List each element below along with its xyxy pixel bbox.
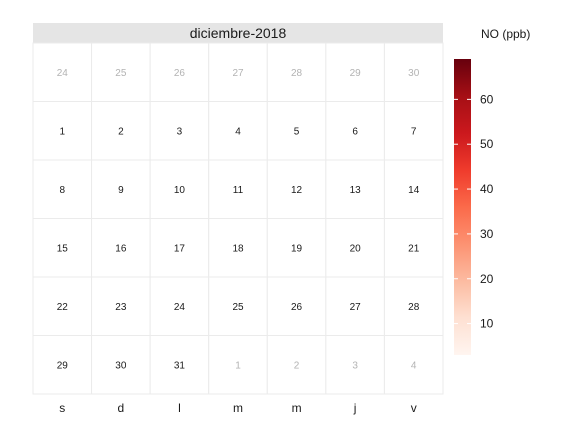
day-number: 1 [60, 126, 66, 137]
day-number: 18 [232, 243, 244, 254]
day-cell [383, 159, 444, 219]
day-cell [266, 42, 327, 102]
legend-tick-label: 20 [480, 272, 494, 286]
weekday-label: j [353, 401, 357, 415]
day-number: 31 [174, 360, 186, 371]
day-cell [325, 101, 385, 161]
day-number: 4 [411, 360, 417, 371]
day-cell [325, 42, 385, 102]
day-number: 19 [291, 243, 303, 254]
day-number: 9 [118, 185, 124, 196]
day-number: 8 [60, 185, 66, 196]
day-number: 3 [352, 360, 358, 371]
day-cell [266, 101, 327, 161]
day-cell [383, 42, 444, 102]
day-number: 7 [411, 126, 417, 137]
day-number: 4 [235, 126, 241, 137]
day-cell [266, 276, 327, 336]
day-cell [91, 101, 151, 161]
day-number: 29 [57, 360, 69, 371]
day-number: 27 [350, 302, 362, 313]
day-number: 3 [177, 126, 183, 137]
day-number: 28 [408, 302, 420, 313]
day-cell [208, 101, 268, 161]
day-number: 15 [57, 243, 69, 254]
day-number: 13 [350, 185, 362, 196]
legend-title: NO (ppb) [481, 27, 530, 41]
day-cell [266, 159, 327, 219]
day-number: 5 [294, 126, 300, 137]
day-cell [325, 276, 385, 336]
legend-colorbar [454, 59, 471, 355]
day-number: 12 [291, 185, 303, 196]
day-cell [383, 218, 444, 278]
day-number: 2 [118, 126, 124, 137]
legend-tick-label: 40 [480, 182, 494, 196]
day-number: 17 [174, 243, 186, 254]
day-number: 24 [174, 302, 186, 313]
legend-ticks: 10 20 30 40 50 60 [454, 92, 494, 331]
day-number: 27 [232, 68, 244, 79]
day-cell [383, 276, 444, 336]
day-cell [32, 159, 93, 219]
day-cell [149, 276, 210, 336]
day-number: 20 [350, 243, 362, 254]
day-cell [32, 335, 93, 395]
month-title: diciembre-2018 [190, 25, 287, 41]
day-number: 24 [57, 68, 69, 79]
day-cell [208, 276, 268, 336]
day-number: 22 [57, 302, 69, 313]
legend-tick-label: 50 [480, 137, 494, 151]
weekday-label: l [178, 401, 181, 415]
day-number: 10 [174, 185, 186, 196]
day-number: 30 [408, 68, 420, 79]
day-cell [208, 159, 268, 219]
day-number: 26 [174, 68, 186, 79]
weekday-label: m [233, 401, 243, 415]
day-number: 30 [115, 360, 127, 371]
day-cell [208, 335, 268, 395]
day-number: 29 [350, 68, 362, 79]
day-number: 2 [294, 360, 300, 371]
day-number: 26 [291, 302, 303, 313]
day-cell [91, 335, 151, 395]
day-number: 25 [115, 68, 127, 79]
legend-tick-label: 10 [480, 317, 494, 331]
day-cell [325, 335, 385, 395]
day-number: 25 [232, 302, 244, 313]
day-number: 21 [408, 243, 420, 254]
legend-tick-label: 60 [480, 92, 494, 106]
month-strip [33, 23, 443, 43]
weekday-label: v [411, 401, 417, 415]
day-number: 6 [352, 126, 358, 137]
day-cell [149, 335, 210, 395]
day-number: 16 [115, 243, 127, 254]
day-cell [32, 218, 93, 278]
day-cell [383, 101, 444, 161]
day-cell [32, 101, 93, 161]
day-number: 14 [408, 185, 420, 196]
weekday-label: s [59, 401, 65, 415]
legend-tick-label: 30 [480, 227, 494, 241]
day-cell [383, 335, 444, 395]
day-cell [208, 218, 268, 278]
day-number: 28 [291, 68, 303, 79]
weekday-label: m [292, 401, 302, 415]
day-number: 1 [235, 360, 241, 371]
day-number: 23 [115, 302, 127, 313]
day-cell [149, 218, 210, 278]
day-cell [32, 276, 93, 336]
day-number: 11 [233, 185, 244, 196]
weekday-label: d [118, 401, 125, 415]
day-cell [325, 218, 385, 278]
